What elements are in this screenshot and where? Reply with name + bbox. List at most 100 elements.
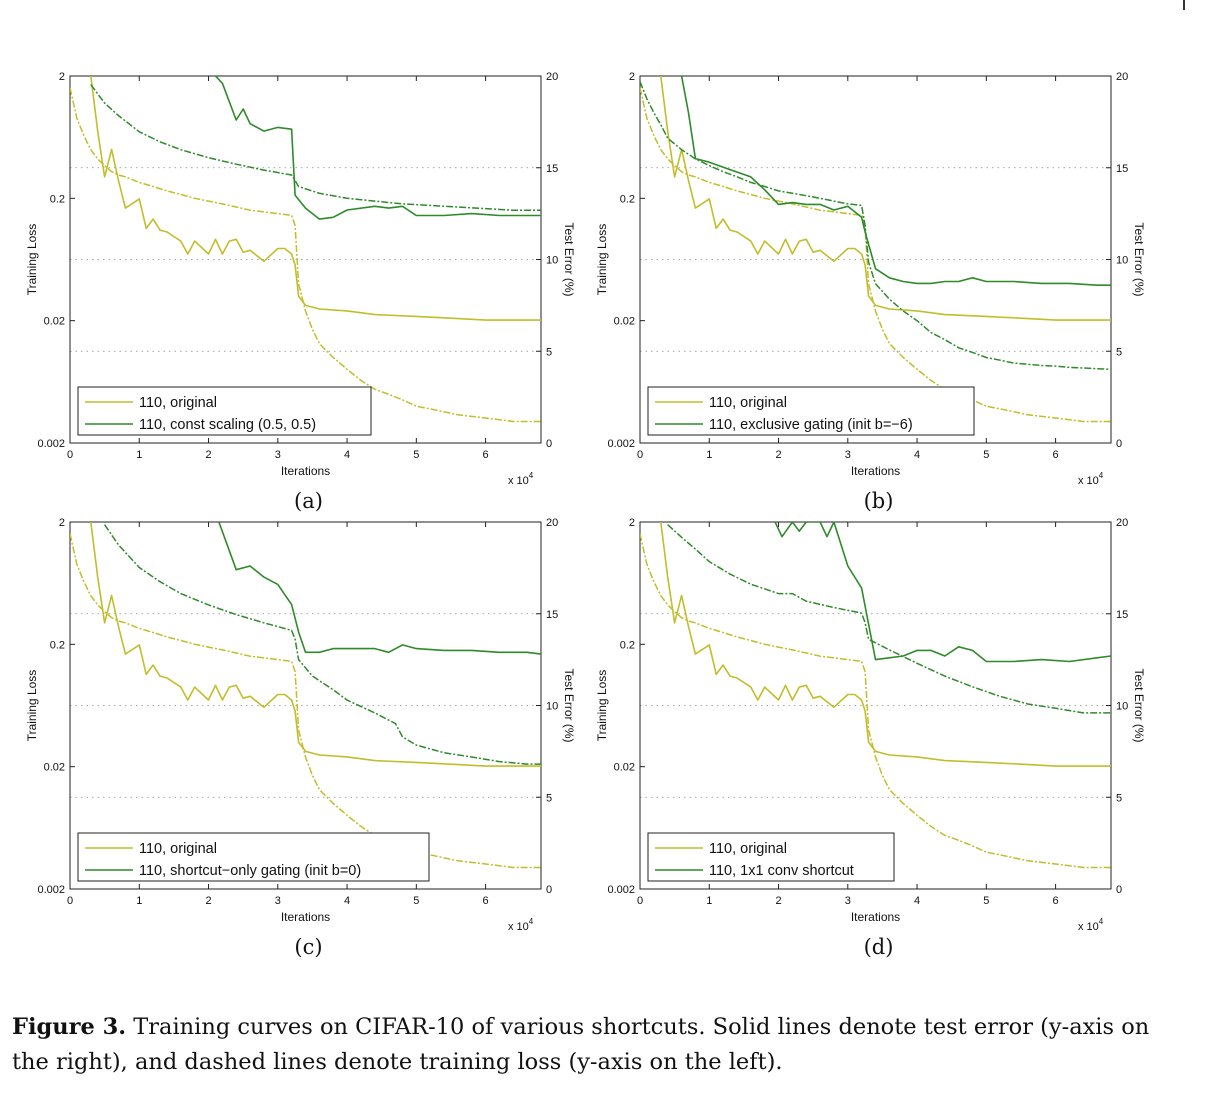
panel-label: (a) — [294, 489, 323, 513]
y-right-tick-label: 10 — [1116, 701, 1128, 713]
y-left-axis-label: Training Loss — [595, 670, 609, 742]
legend-entry: 110, original — [139, 841, 217, 857]
y-right-axis-label: Test Error (%) — [1132, 668, 1146, 742]
x-tick-label: 1 — [136, 449, 142, 461]
train-loss-line-variant — [667, 524, 1111, 714]
y-right-tick-label: 5 — [1116, 792, 1122, 804]
train-loss-line-original — [70, 87, 541, 423]
y-left-axis-label: Training Loss — [595, 224, 609, 296]
x-tick-label: 0 — [67, 895, 73, 907]
y-right-tick-label: 0 — [1116, 438, 1122, 450]
x-multiplier-exponent: 4 — [529, 917, 534, 926]
series-group — [640, 522, 1111, 869]
y-right-tick-label: 0 — [546, 438, 552, 450]
test-error-line-original — [660, 522, 1111, 767]
y-left-tick-label: 0.2 — [50, 193, 65, 205]
legend-entry: 110, original — [139, 395, 217, 411]
x-axis-label: Iterations — [851, 910, 900, 924]
train-loss-line-original — [70, 533, 541, 869]
y-right-axis-label: Test Error (%) — [562, 222, 576, 296]
x-axis-label: Iterations — [281, 464, 330, 478]
y-left-tick-label: 0.002 — [37, 884, 65, 896]
legend-entry: 110, const scaling (0.5, 0.5) — [139, 417, 316, 433]
x-tick-label: 3 — [275, 449, 281, 461]
x-tick-label: 3 — [845, 895, 851, 907]
y-right-tick-label: 20 — [1116, 71, 1128, 83]
x-tick-label: 6 — [1053, 895, 1059, 907]
x-multiplier-label: x 104 — [508, 917, 534, 933]
y-left-tick-label: 0.002 — [607, 438, 635, 450]
x-tick-label: 5 — [413, 895, 419, 907]
y-left-tick-label: 0.02 — [44, 762, 65, 774]
y-right-tick-label: 0 — [1116, 884, 1122, 896]
y-right-tick-label: 15 — [1116, 163, 1128, 175]
panel-label: (c) — [294, 935, 322, 959]
x-tick-label: 1 — [136, 895, 142, 907]
page-corner-mark — [1183, 0, 1185, 10]
y-left-tick-label: 0.2 — [620, 639, 635, 651]
legend-box — [647, 832, 895, 882]
legend-entry: 110, exclusive gating (init b=−6) — [709, 417, 913, 433]
y-left-tick-label: 0.2 — [620, 193, 635, 205]
x-multiplier-exponent: 4 — [529, 471, 534, 480]
x-tick-label: 5 — [413, 449, 419, 461]
legend-entry: 110, shortcut−only gating (init b=0) — [139, 863, 361, 879]
x-tick-label: 3 — [275, 895, 281, 907]
y-right-axis-label: Test Error (%) — [1132, 222, 1146, 296]
x-tick-label: 0 — [637, 895, 643, 907]
panel-label: (d) — [864, 935, 894, 959]
series-group — [640, 76, 1111, 423]
y-left-axis-label: Training Loss — [25, 670, 39, 742]
series-group — [70, 76, 541, 423]
series-group — [70, 522, 541, 869]
x-multiplier-label: x 104 — [508, 471, 534, 487]
x-tick-label: 6 — [483, 449, 489, 461]
y-right-axis-label: Test Error (%) — [562, 668, 576, 742]
x-multiplier-exponent: 4 — [1099, 471, 1104, 480]
chart-panel-2: 0 1 2 3 4 5 60.0020.020.2205101520Iterationsx … — [595, 71, 1146, 513]
y-right-tick-label: 15 — [1116, 609, 1128, 621]
x-multiplier-label: x 104 — [1078, 917, 1104, 933]
legend-box — [647, 386, 975, 436]
test-error-line-variant — [774, 522, 1111, 663]
test-error-line-original — [90, 522, 541, 767]
figure-caption: Figure 3. Training curves on CIFAR-10 of… — [12, 1010, 1192, 1080]
y-left-tick-label: 0.02 — [614, 316, 635, 328]
x-tick-label: 4 — [344, 449, 350, 461]
test-error-line-variant — [214, 76, 541, 220]
caption-text: Training curves on CIFAR-10 of various s… — [12, 1014, 1150, 1075]
x-tick-label: 0 — [637, 449, 643, 461]
x-tick-label: 1 — [706, 449, 712, 461]
y-right-tick-label: 10 — [546, 255, 558, 267]
x-tick-label: 2 — [775, 449, 781, 461]
x-axis-label: Iterations — [851, 464, 900, 478]
x-tick-label: 2 — [205, 449, 211, 461]
y-right-tick-label: 5 — [546, 346, 552, 358]
test-error-line-variant — [218, 522, 541, 655]
x-multiplier-label: x 104 — [1078, 471, 1104, 487]
panel-label: (b) — [864, 489, 894, 513]
x-tick-label: 3 — [845, 449, 851, 461]
train-loss-line-variant — [90, 84, 541, 211]
legend-box — [77, 832, 430, 882]
y-left-tick-label: 0.2 — [50, 639, 65, 651]
y-left-axis-label: Training Loss — [25, 224, 39, 296]
y-right-tick-label: 5 — [1116, 346, 1122, 358]
y-right-tick-label: 5 — [546, 792, 552, 804]
y-right-tick-label: 20 — [546, 517, 558, 529]
y-left-tick-label: 0.002 — [37, 438, 65, 450]
y-right-tick-label: 20 — [1116, 517, 1128, 529]
y-right-tick-label: 20 — [546, 71, 558, 83]
legend-entry: 110, 1x1 conv shortcut — [709, 863, 854, 879]
train-loss-line-variant — [640, 81, 1111, 371]
y-left-tick-label: 2 — [59, 71, 65, 83]
chart-panel-4: 0 1 2 3 4 5 60.0020.020.2205101520Iterationsx … — [595, 517, 1146, 959]
y-left-tick-label: 2 — [629, 517, 635, 529]
chart-panel-3: 0 1 2 3 4 5 60.0020.020.2205101520Iterationsx … — [25, 517, 576, 959]
chart-panel-1: 0 1 2 3 4 5 60.0020.020.2205101520Iterationsx … — [25, 71, 576, 513]
y-right-tick-label: 15 — [546, 609, 558, 621]
y-left-tick-label: 2 — [59, 517, 65, 529]
y-right-tick-label: 15 — [546, 163, 558, 175]
x-tick-label: 1 — [706, 895, 712, 907]
